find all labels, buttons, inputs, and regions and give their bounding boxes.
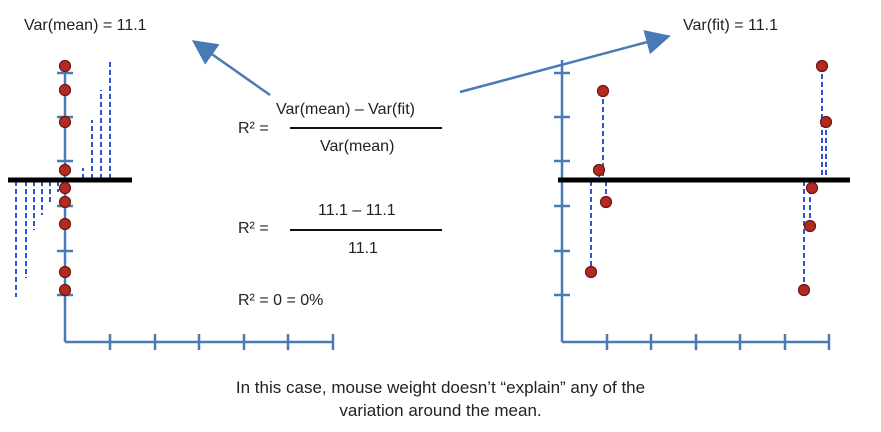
arrow-to-var-mean: [191, 40, 271, 97]
formula2-denominator: 11.1: [348, 240, 378, 257]
formula2-lhs: R² =: [238, 220, 269, 237]
left-plot: [8, 59, 335, 350]
caption-line1: In this case, mouse weight doesn’t “expl…: [235, 378, 646, 397]
left-axes: [57, 60, 335, 350]
formula2-numerator: 11.1 – 11.1: [318, 202, 396, 219]
formula1-numerator: Var(mean) – Var(fit): [276, 101, 415, 118]
right-axes: [554, 60, 831, 350]
left-points: [58, 59, 72, 297]
right-points: [584, 59, 833, 297]
formula1-fraction-bar: [290, 127, 442, 129]
formula1-denominator: Var(mean): [320, 138, 395, 155]
formula1-lhs: R² =: [238, 120, 269, 137]
left-residuals: [15, 62, 111, 297]
var-fit-label: Var(fit) = 11.1: [683, 17, 778, 34]
caption: In this case, mouse weight doesn’t “expl…: [0, 376, 881, 422]
formula3: R² = 0 = 0%: [238, 292, 324, 309]
right-plot: [554, 59, 850, 350]
caption-line2: variation around the mean.: [339, 401, 542, 420]
formula2-fraction-bar: [290, 229, 442, 231]
var-mean-label: Var(mean) = 11.1: [24, 17, 147, 34]
